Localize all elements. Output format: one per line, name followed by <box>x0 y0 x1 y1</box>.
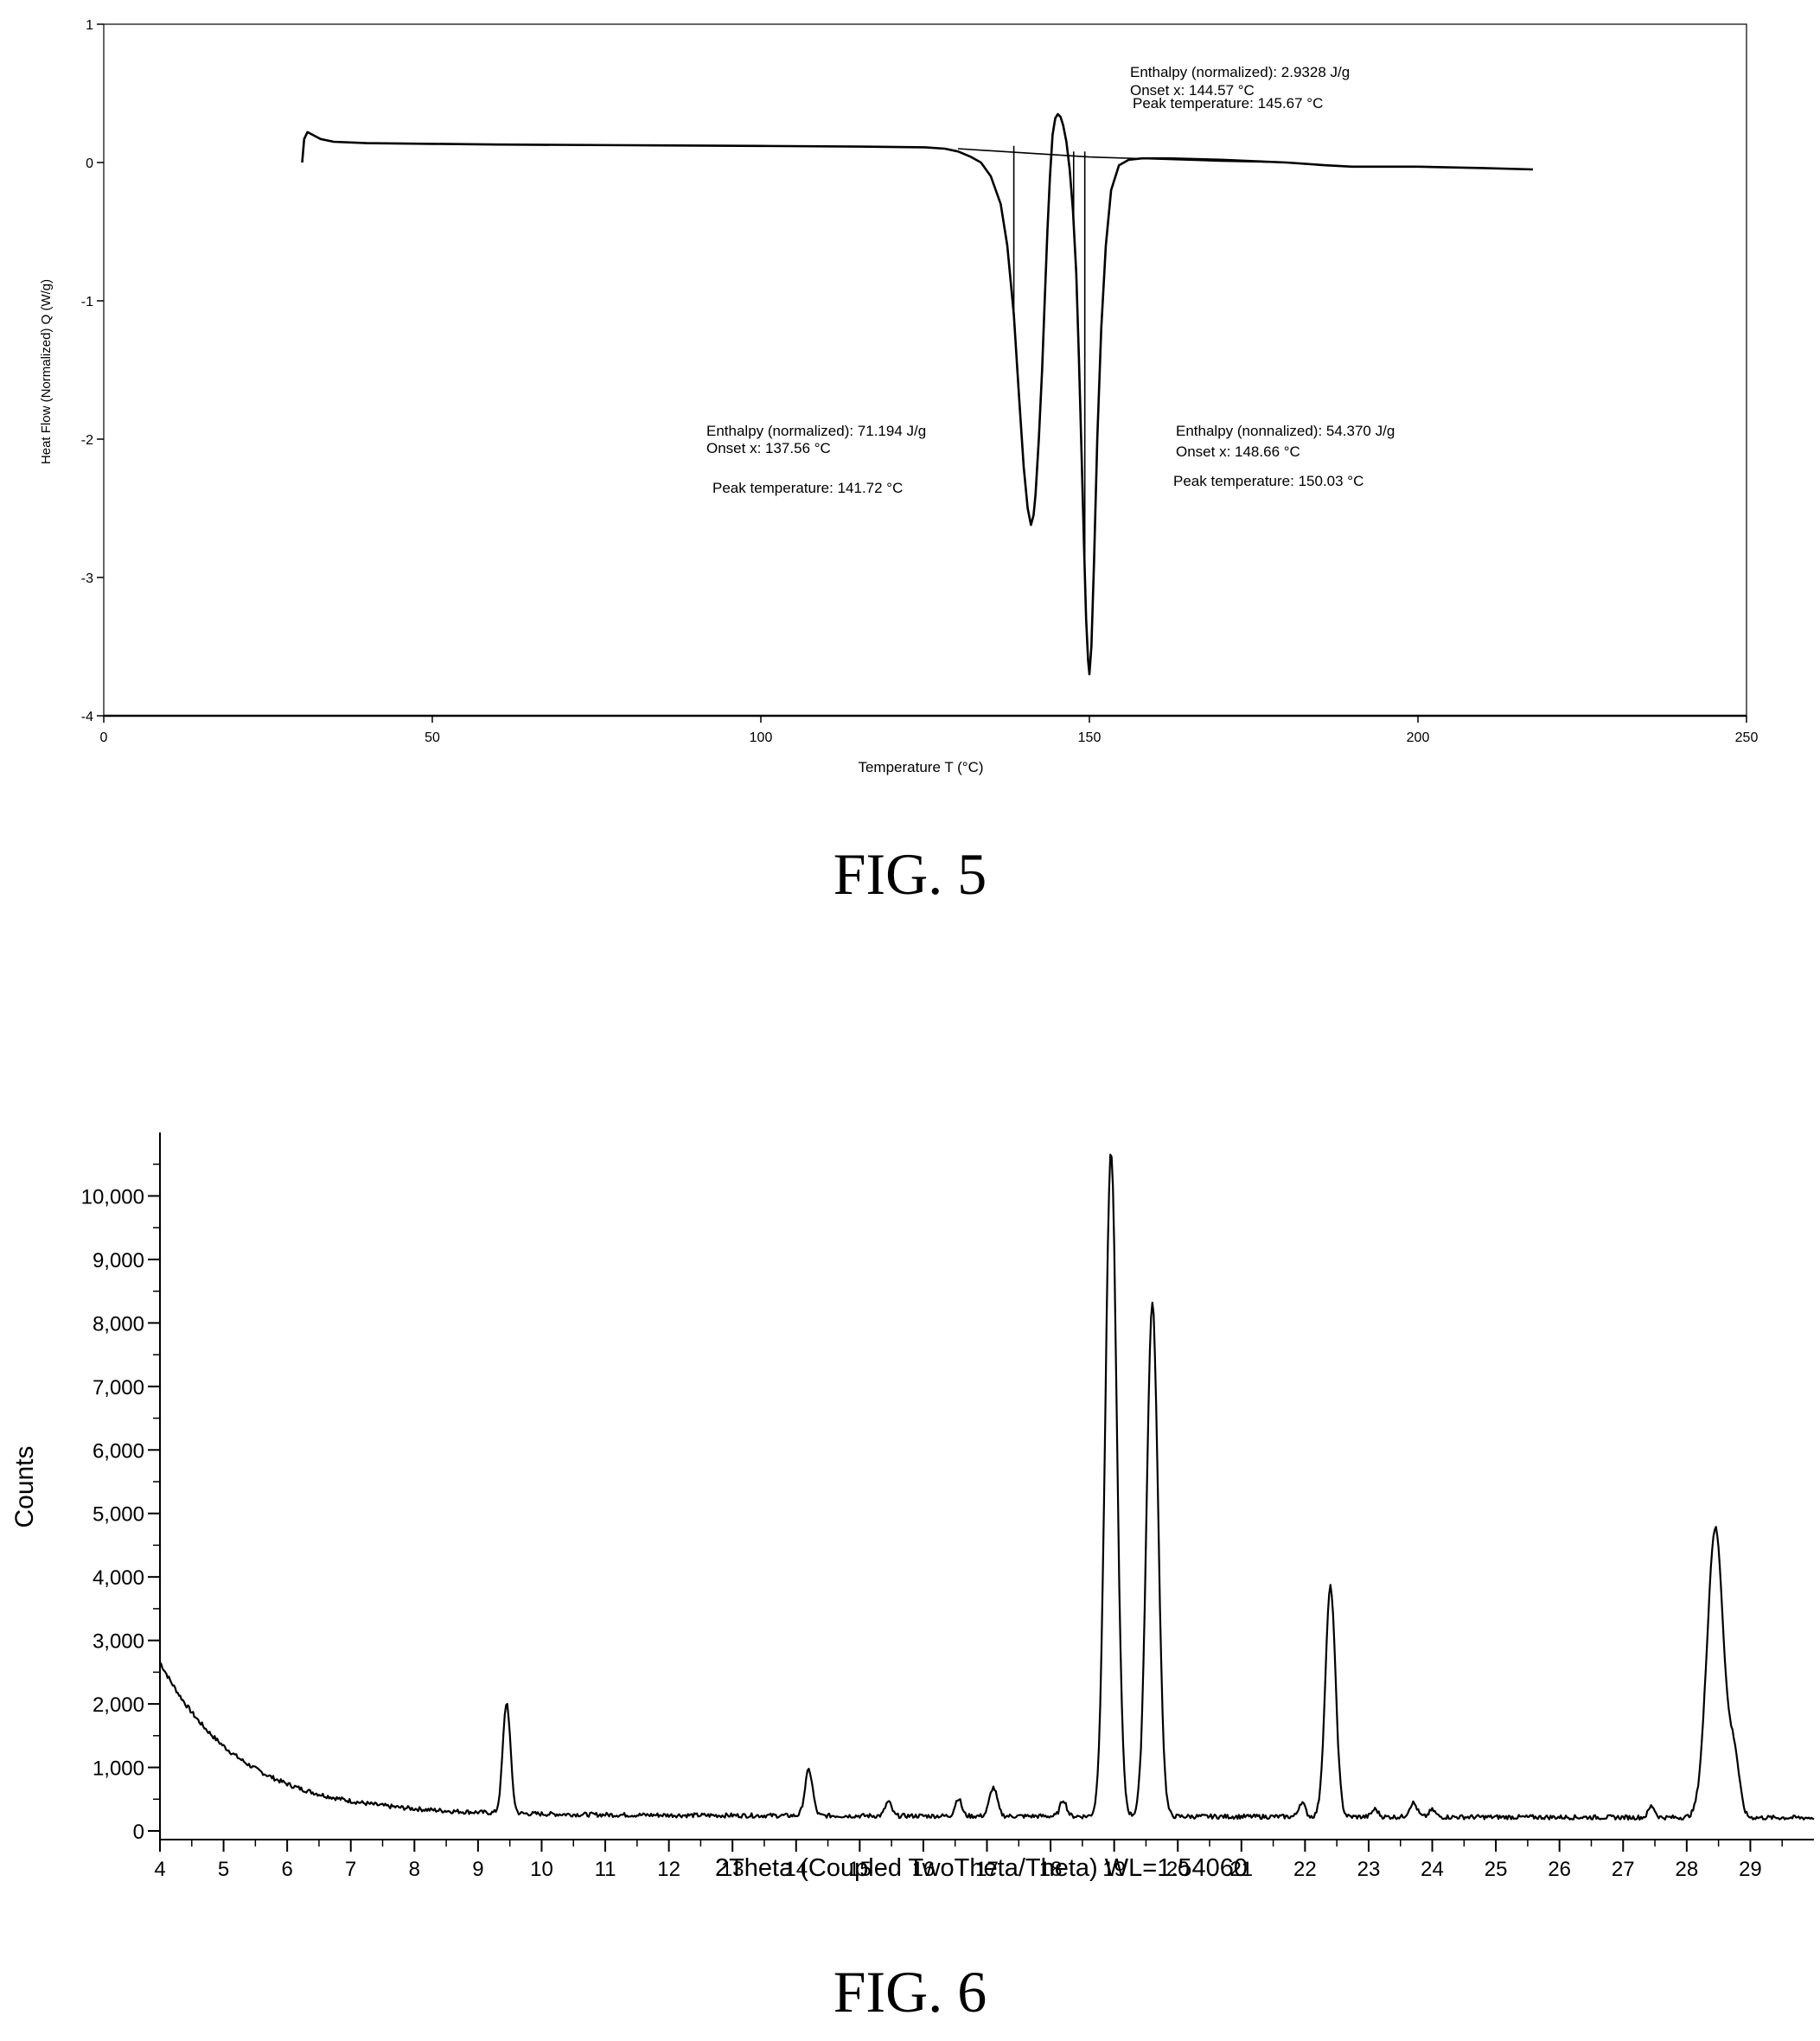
x-tick-label: 5 <box>218 1858 229 1881</box>
y-tick-label: -1 <box>81 295 93 309</box>
y-tick-label: -4 <box>81 710 93 724</box>
x-tick-label: 28 <box>1675 1858 1698 1881</box>
annotation-line: Enthalpy (normalized): 71.194 J/g <box>706 423 926 439</box>
baseline-curve <box>957 148 1287 163</box>
x-tick-label: 27 <box>1612 1858 1635 1881</box>
annotation-first-endotherm: Enthalpy (normalized): 71.194 J/g Onset … <box>706 423 926 496</box>
x-tick-label: 23 <box>1357 1858 1381 1881</box>
x-tick-label: 10 <box>530 1858 553 1881</box>
x-tick-label: 20 <box>1166 1858 1190 1881</box>
y-axis-label: Counts <box>10 1445 39 1528</box>
dsc-chart: 0 50 100 150 200 250 1 0 -1 -2 -3 -4 Temperature T … <box>39 18 1759 775</box>
figure-6-caption: FIG. 6 <box>833 1959 987 2025</box>
annotation-line: Enthalpy (normalized): 2.9328 J/g <box>1130 64 1350 80</box>
y-tick-label: 9,000 <box>93 1249 144 1272</box>
x-tick-label: 17 <box>975 1858 999 1881</box>
x-tick-label: 24 <box>1421 1858 1444 1881</box>
y-tick-label: 6,000 <box>93 1439 144 1463</box>
y-tick-label: 3,000 <box>93 1630 144 1654</box>
x-axis-label: Temperature T (°C) <box>858 759 983 775</box>
annotation-line: Peak temperature: 141.72 °C <box>712 480 903 496</box>
y-tick-label: 1,000 <box>93 1757 144 1781</box>
annotation-line: Enthalpy (nonnalized): 54.370 J/g <box>1176 423 1395 439</box>
y-tick-label: 5,000 <box>93 1503 144 1527</box>
x-tick-label: 50 <box>425 730 440 745</box>
x-tick-label: 21 <box>1229 1858 1253 1881</box>
figure-5-caption: FIG. 5 <box>833 841 987 907</box>
annotation-line: Peak temperature: 145.67 °C <box>1133 95 1323 112</box>
x-tick-label: 7 <box>345 1858 356 1881</box>
x-tick-label: 13 <box>721 1858 744 1881</box>
y-tick-label: 7,000 <box>93 1376 144 1400</box>
annotation-small-endotherm: Enthalpy (normalized): 2.9328 J/g Onset … <box>1130 64 1350 112</box>
y-tick-label: 0 <box>133 1821 144 1844</box>
x-tick-label: 16 <box>912 1858 936 1881</box>
annotation-line: Onset x: 148.66 °C <box>1176 443 1300 460</box>
y-tick-label: 2,000 <box>93 1693 144 1717</box>
x-tick-label: 11 <box>595 1858 616 1881</box>
diffraction-pattern-line <box>159 1153 1815 1821</box>
x-tick-label: 250 <box>1735 730 1759 745</box>
x-tick-label: 19 <box>1102 1858 1126 1881</box>
y-tick-label: -3 <box>81 571 93 586</box>
y-tick-label: 10,000 <box>81 1185 144 1209</box>
x-tick-label: 12 <box>657 1858 680 1881</box>
x-tick-label: 100 <box>750 730 773 745</box>
annotation-line: Peak temperature: 150.03 °C <box>1173 473 1363 489</box>
x-tick-label: 25 <box>1485 1858 1508 1881</box>
heat-flow-curve <box>301 112 1534 676</box>
x-tick-label: 4 <box>154 1858 165 1881</box>
annotation-second-endotherm: Enthalpy (nonnalized): 54.370 J/g Onset … <box>1173 423 1395 489</box>
y-tick-label: 1 <box>86 18 93 33</box>
x-tick-label: 0 <box>100 730 108 745</box>
x-tick-label: 22 <box>1293 1858 1317 1881</box>
x-tick-label: 8 <box>409 1858 420 1881</box>
annotation-line: Onset x: 144.57 °C <box>1130 82 1255 99</box>
y-tick-label: 8,000 <box>93 1312 144 1336</box>
x-tick-label: 15 <box>848 1858 872 1881</box>
x-tick-label: 18 <box>1039 1858 1063 1881</box>
y-tick-label: -2 <box>81 433 93 448</box>
annotation-line: Onset x: 137.56 °C <box>706 440 831 456</box>
x-tick-label: 150 <box>1078 730 1102 745</box>
x-tick-label: 26 <box>1548 1858 1571 1881</box>
x-tick-label: 200 <box>1407 730 1430 745</box>
x-tick-label: 29 <box>1739 1858 1762 1881</box>
x-axis-label: 2Theta (Coupled TwoTheta/Theta) WL=1.540… <box>715 1854 1248 1882</box>
x-tick-label: 14 <box>784 1858 808 1881</box>
y-tick-label: 4,000 <box>93 1566 144 1590</box>
y-axis-label: Heat Flow (Normalized) Q (W/g) <box>39 279 54 464</box>
x-tick-label: 9 <box>472 1858 483 1881</box>
y-tick-label: 0 <box>86 156 93 171</box>
x-tick-label: 6 <box>281 1858 292 1881</box>
